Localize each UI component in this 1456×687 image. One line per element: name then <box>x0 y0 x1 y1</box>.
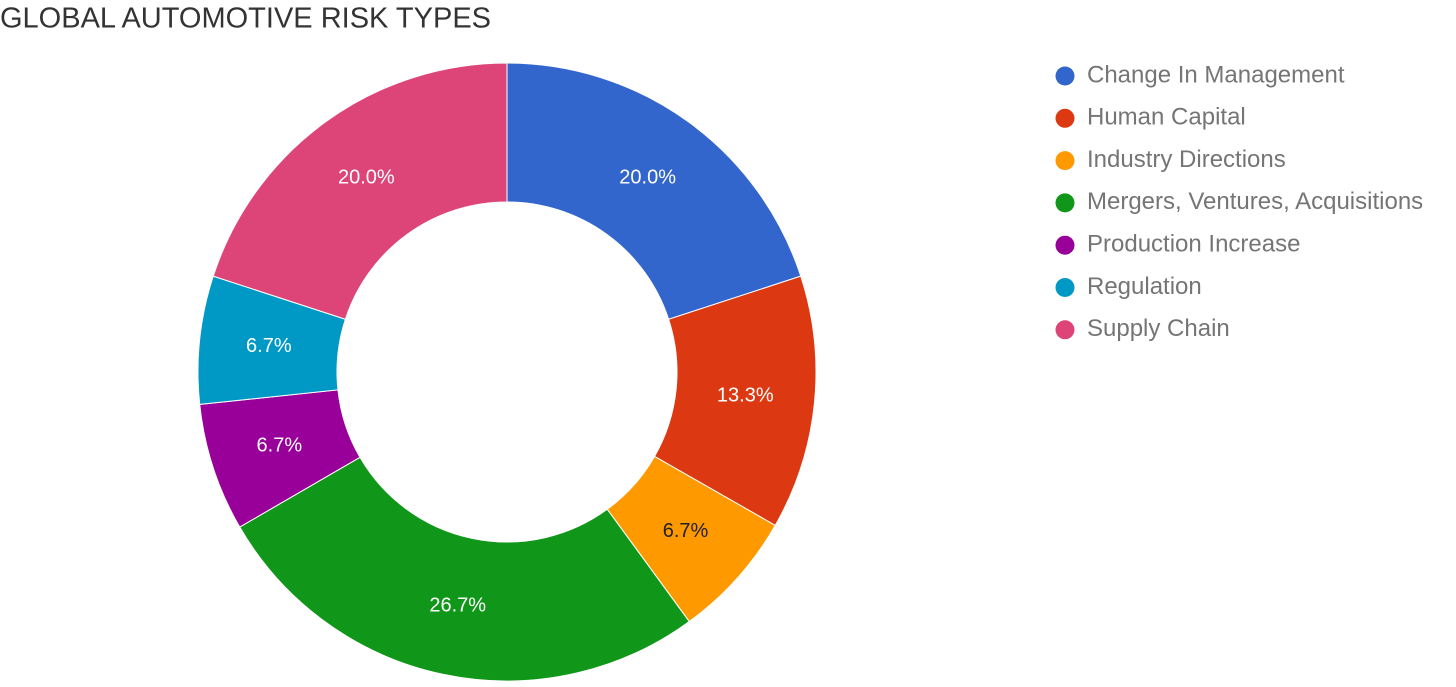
legend-marker <box>1055 235 1075 255</box>
legend-marker <box>1055 320 1075 340</box>
legend-marker <box>1055 193 1075 213</box>
legend-marker <box>1055 278 1075 297</box>
value-label: 6.7% <box>246 335 292 357</box>
slice <box>212 62 508 320</box>
legend-label: Production Increase <box>1087 231 1300 258</box>
slice <box>506 62 802 320</box>
chart-title: GLOBAL AUTOMOTIVE RISK TYPES <box>0 3 491 35</box>
legend-label: Change In Management <box>1087 61 1345 88</box>
legend-label: Supply Chain <box>1087 315 1230 342</box>
legend-marker <box>1055 151 1075 171</box>
value-label: 20.0% <box>619 166 676 188</box>
legend-label: Industry Directions <box>1087 146 1286 173</box>
slice <box>239 456 690 682</box>
value-label: 13.3% <box>717 385 774 407</box>
legend-label: Human Capital <box>1087 104 1246 131</box>
value-label: 26.7% <box>429 595 486 617</box>
legend-marker <box>1055 108 1075 128</box>
legend-label: Mergers, Ventures, Acquisitions <box>1087 188 1423 215</box>
legend-marker <box>1055 66 1075 86</box>
legend-label: Regulation <box>1087 273 1202 300</box>
value-label: 6.7% <box>663 520 709 542</box>
value-label: 6.7% <box>257 435 303 457</box>
value-label: 20.0% <box>338 166 395 188</box>
